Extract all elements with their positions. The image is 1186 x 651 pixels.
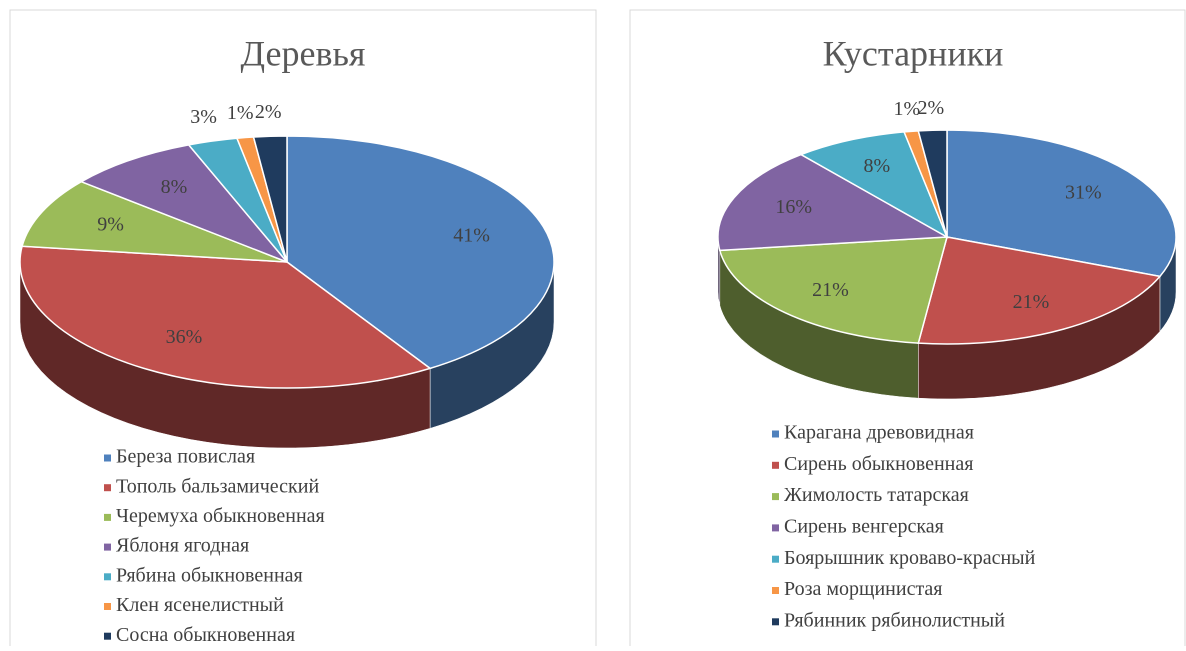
chart-title: Деревья <box>241 33 366 73</box>
data-label: 8% <box>161 176 188 198</box>
pie-slice <box>21 180 288 263</box>
pie-slice <box>252 135 288 263</box>
panel-border <box>9 9 597 651</box>
data-label: 8% <box>863 155 890 177</box>
panel-border <box>629 9 1186 651</box>
pie-slice <box>946 129 1177 278</box>
legend-marker <box>104 603 111 610</box>
chart-title: Кустарники <box>823 33 1004 73</box>
pie-slice <box>286 135 555 370</box>
legend-marker <box>104 484 111 492</box>
legend-label: Боярышник кроваво-красный <box>784 547 1036 569</box>
legend-marker <box>104 632 111 640</box>
legend-marker <box>772 587 779 594</box>
legend-marker <box>104 543 111 551</box>
legend-marker <box>772 524 779 532</box>
legend-marker <box>772 493 779 501</box>
legend-label: Сосна обыкновенная <box>116 624 295 646</box>
legend-label: Жимолость татарская <box>784 484 969 506</box>
legend-label: Тополь бальзамический <box>116 475 319 497</box>
legend-marker <box>772 430 779 438</box>
data-label: 21% <box>1013 291 1050 313</box>
legend-label: Черемуха обыкновенная <box>116 505 325 527</box>
legend-label: Роза морщинистая <box>784 578 943 600</box>
pie-slice <box>718 236 948 344</box>
data-label: 1% <box>894 98 921 120</box>
pie-slice <box>799 131 949 239</box>
pie-slice <box>717 153 950 252</box>
legend-label: Рябина обыкновенная <box>116 564 303 586</box>
legend-marker <box>104 513 111 521</box>
data-label: 3% <box>190 106 217 128</box>
pie-slice <box>917 129 948 238</box>
data-label: 31% <box>1065 181 1102 203</box>
legend-marker <box>772 555 779 563</box>
data-label: 2% <box>255 101 282 123</box>
data-label: 1% <box>227 102 254 124</box>
legend-label: Рябинник рябинолистный <box>784 609 1005 631</box>
data-label: 41% <box>453 224 490 246</box>
legend-marker <box>772 618 779 626</box>
legend-marker <box>104 454 111 462</box>
data-label: 21% <box>812 279 849 301</box>
legend-label: Сирень венгерская <box>784 515 944 537</box>
data-label: 2% <box>918 97 945 119</box>
legend-label: Сирень обыкновенная <box>784 453 973 475</box>
legend-label: Клен ясенелистный <box>116 594 284 616</box>
pie-slice <box>917 236 1162 345</box>
pie-slice <box>79 144 288 263</box>
legend-label: Береза повислая <box>116 446 255 468</box>
data-label: 36% <box>166 326 203 348</box>
data-label: 16% <box>775 196 812 218</box>
legend-label: Яблоня ягодная <box>116 535 249 557</box>
data-label: 9% <box>97 214 124 236</box>
pie-slice <box>19 245 432 389</box>
legend-marker <box>104 573 111 581</box>
legend-marker <box>772 461 779 469</box>
legend-label: Карагана древовидная <box>784 422 974 444</box>
